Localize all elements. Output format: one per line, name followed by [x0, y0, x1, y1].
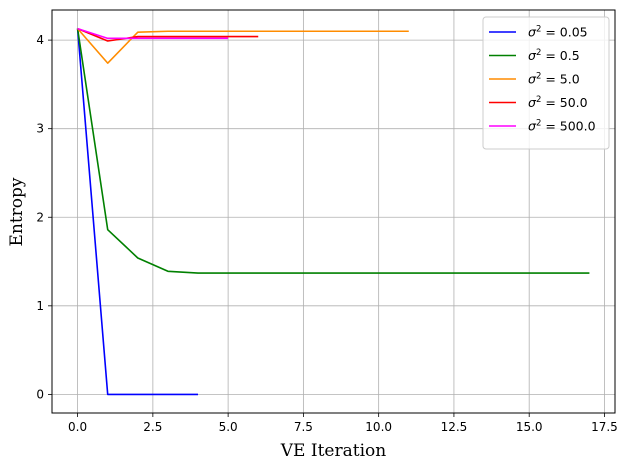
legend: σ2 = 0.05 σ2 = 0.5 σ2 = 5.0 σ2 = 50.0 σ2 = 5…: [482, 16, 610, 150]
series-lines: [76, 27, 590, 396]
legend-entry: σ2 = 500.0: [528, 119, 596, 134]
legend-entry: σ2 = 5.0: [528, 72, 580, 87]
legend-entry: σ2 = 50.0: [528, 95, 588, 110]
legend-entry: σ2 = 0.5: [528, 48, 580, 63]
series-line-0-5: [76, 28, 590, 274]
x-tick-label: 10.0: [365, 420, 392, 434]
series-line-500-0: [77, 27, 229, 40]
x-tick-label: 7.5: [294, 420, 313, 434]
x-axis-label: VE Iteration: [280, 441, 386, 461]
legend-box: [482, 16, 610, 150]
x-tick-label: 0.0: [68, 420, 87, 434]
plot-frame: [51, 9, 616, 414]
series-line-50-0: [77, 27, 259, 42]
x-tick-label: 5.0: [219, 420, 238, 434]
series-line-0-05: [76, 28, 199, 396]
y-axis-label: Entropy: [7, 177, 27, 246]
x-tick-label: 15.0: [516, 420, 543, 434]
y-tick-label: 0: [36, 387, 44, 401]
y-tick-label: 4: [36, 33, 44, 47]
x-axis-ticks: 0.0 2.5 5.0 7.5 10.0 12.5 15.0 17.5: [68, 413, 618, 434]
x-tick-label: 12.5: [441, 420, 468, 434]
y-tick-label: 1: [36, 299, 44, 313]
x-tick-label: 17.5: [591, 420, 618, 434]
legend-entry: σ2 = 0.05: [528, 25, 588, 40]
y-tick-label: 2: [36, 210, 44, 224]
y-tick-label: 3: [36, 122, 44, 136]
y-axis-ticks: 0 1 2 3 4: [36, 33, 52, 401]
x-tick-label: 2.5: [143, 420, 162, 434]
